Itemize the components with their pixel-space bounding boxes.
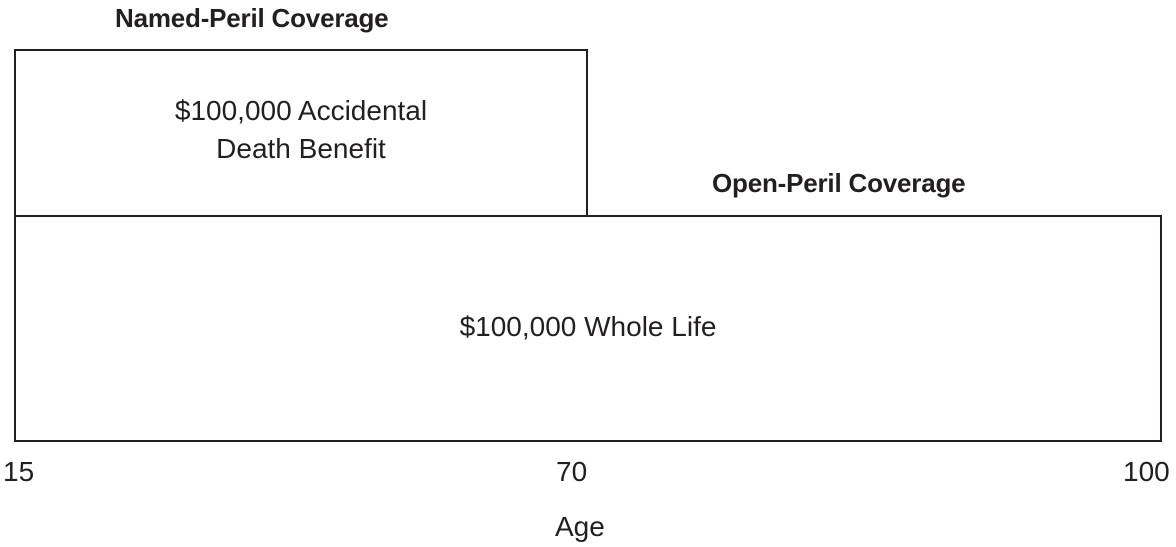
accidental-death-benefit-label: $100,000 Accidental Death Benefit (174, 94, 428, 164)
whole-life-box: $100,000 Whole Life (14, 215, 1162, 442)
accidental-death-benefit-box: $100,000 Accidental Death Benefit (14, 49, 588, 218)
age-tick-100: 100 (1123, 456, 1170, 487)
named-peril-title: Named-Peril Coverage (115, 3, 389, 33)
whole-life-label: $100,000 Whole Life (459, 310, 717, 342)
age-axis-label: Age (555, 511, 605, 542)
age-tick-15: 15 (3, 456, 35, 487)
open-peril-title: Open-Peril Coverage (712, 168, 966, 198)
age-tick-70: 70 (556, 456, 588, 487)
